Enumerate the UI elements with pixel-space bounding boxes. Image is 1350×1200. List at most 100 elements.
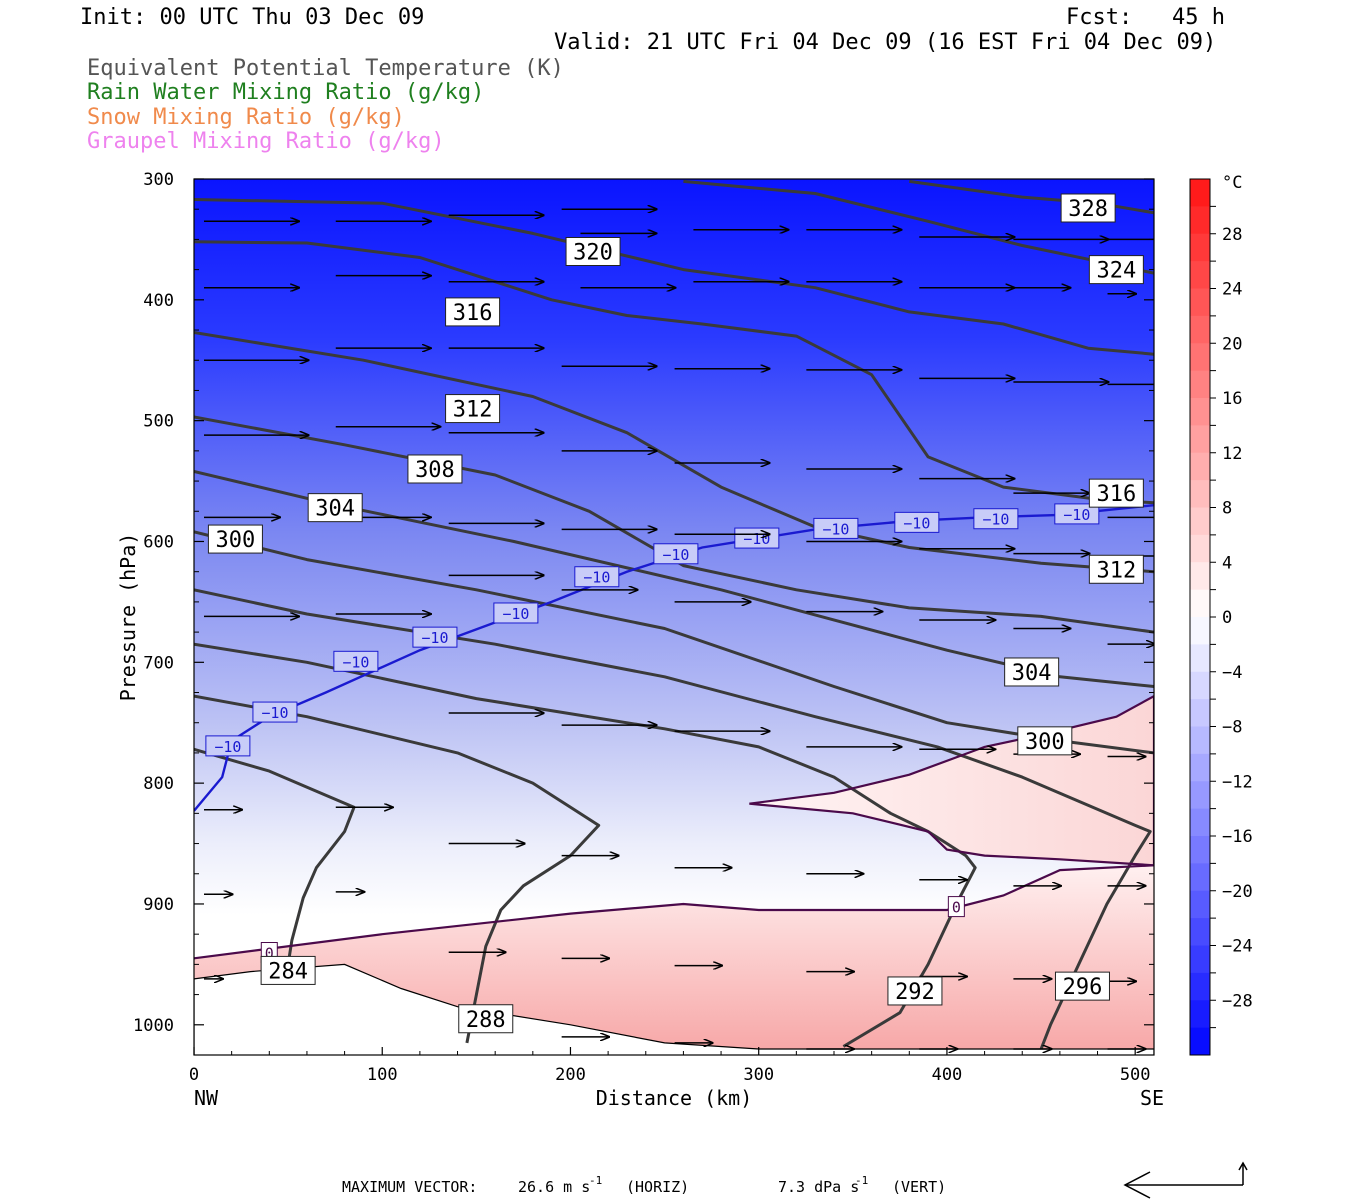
svg-text:312: 312 [453,398,493,423]
colorbar-bin [1190,918,1210,946]
minus10-isotherm-label: −10 [1054,503,1100,525]
colorbar-bin [1190,1000,1210,1029]
theta-e-labels: 284 288 292 296 300 300 304 304 308 312 312 316 316 3… [207,193,1144,1034]
minus10-isotherm-label: −10 [973,508,1019,530]
colorbar-tick-label: −8 [1222,718,1242,738]
svg-text:304: 304 [1012,661,1052,686]
colorbar-tick-label: 20 [1222,334,1242,354]
y-tick-label: 400 [143,291,174,311]
minus10-isotherm-label: −10 [894,511,940,533]
theta-e-label: 292 [887,976,943,1006]
svg-text:−10: −10 [743,530,770,548]
svg-text:−10: −10 [982,511,1009,529]
colorbar-tick-label: −12 [1222,772,1253,792]
svg-text:−10: −10 [342,653,369,671]
svg-text:−10: −10 [421,629,448,647]
vert-tag: (VERT) [892,1178,946,1196]
colorbar-bin [1190,589,1210,618]
colorbar-bin [1190,507,1210,536]
colorbar-bin [1190,425,1210,454]
footer: MAXIMUM VECTOR: 26.6 m s -1 (HORIZ) 7.3 … [342,1174,946,1196]
theta-e-label: 324 [1088,255,1144,285]
svg-text:−10: −10 [502,605,529,623]
theta-e-contour [194,331,1154,574]
colorbar-tick-label: −20 [1222,882,1253,902]
svg-text:320: 320 [573,240,613,265]
svg-text:312: 312 [1096,558,1136,583]
colorbar-bin [1190,534,1210,563]
theta-e-label: 300 [1017,726,1073,756]
svg-text:304: 304 [315,497,355,522]
zero-isotherm-line [194,864,1154,960]
vert-exponent: -1 [855,1174,868,1187]
colorbar-bin [1190,452,1210,481]
minus10-isotherm-label: −10 [205,735,251,757]
zero-isotherm: 00 [194,694,1154,964]
colorbar-bin [1190,261,1210,289]
svg-text:−10: −10 [214,738,241,756]
svg-text:−10: −10 [1063,506,1090,524]
theta-e-contour [194,198,1154,356]
terrain-mask [194,963,1154,1055]
x-tick-label: 300 [743,1065,774,1085]
colorbar-bin [1190,480,1210,508]
colorbar-tick-label: −24 [1222,937,1253,957]
theta-e-label: 284 [260,955,316,985]
colorbar-bin [1190,315,1210,344]
colorbar-bin [1190,726,1210,755]
y-tick-label: 900 [143,895,174,915]
colorbar-bin [1190,1027,1210,1056]
max-vector-label: MAXIMUM VECTOR: [342,1178,477,1196]
colorbar-tick-label: 4 [1222,553,1232,573]
colorbar-bin [1190,781,1210,810]
minus10-isotherm-label: −10 [333,650,379,672]
plot-frame [193,178,1155,1056]
x-tick-label: 100 [367,1065,398,1085]
zero-isotherm-line [749,694,1154,867]
horiz-exponent: -1 [589,1174,602,1187]
zero-isotherm-label: 0 [947,896,965,918]
colorbar-bin [1190,206,1210,235]
colorbar-bin [1190,836,1210,864]
colorbar-bin [1190,617,1210,645]
minus10-isotherm: −10 −10 −10 −10 −10 −10 −10 −10 −10 −10 −10 −10 [194,503,1154,812]
forecast-hour: Fcst: 45 h [1066,5,1225,30]
svg-text:316: 316 [1096,482,1136,507]
theta-e-label: 304 [307,493,363,523]
x-tick-label: 400 [932,1065,963,1085]
y-tick-label: 700 [143,653,174,673]
minus10-isotherm-label: −10 [574,566,620,588]
colorbar-bin [1190,233,1210,262]
x-axis-title: Distance (km) [596,1086,753,1110]
x-right-end-label: SE [1140,1086,1164,1110]
y-axis-title: Pressure (hPa) [116,533,140,702]
x-left-end-label: NW [194,1086,219,1110]
colorbar-tick-label: 16 [1222,389,1242,409]
svg-text:−10: −10 [903,514,930,532]
svg-text:−10: −10 [822,520,849,538]
colorbar-tick-label: 24 [1222,280,1242,300]
minus10-isotherm-label: −10 [252,701,298,723]
theta-e-contour [194,415,1154,634]
svg-text:288: 288 [466,1008,506,1033]
legend-theta-e: Equivalent Potential Temperature (K) [87,56,564,81]
minus10-isotherm-label: −10 [813,517,859,539]
reference-vector-icon [1123,1161,1248,1199]
y-tick-label: 800 [143,774,174,794]
colorbar-bin [1190,288,1210,317]
colorbar-bin [1190,562,1210,591]
svg-text:292: 292 [895,980,935,1005]
minus10-isotherm-label: −10 [412,626,458,648]
theta-e-label: 316 [1088,478,1144,508]
colorbar: 28 24 20 16 12 8 4 0 −4 −8 −12 −16 −20 −24 −28 °C [1189,173,1253,1056]
svg-text:0: 0 [265,945,274,963]
svg-text:300: 300 [1025,730,1065,755]
theta-e-label: 308 [407,454,463,484]
colorbar-tick-label: −16 [1222,827,1253,847]
y-tick-label: 1000 [133,1016,174,1036]
x-tick-label: 200 [555,1065,586,1085]
valid-time: Valid: 21 UTC Fri 04 Dec 09 (16 EST Fri … [554,30,1217,55]
svg-text:328: 328 [1068,197,1108,222]
theta-e-label: 312 [445,394,501,424]
